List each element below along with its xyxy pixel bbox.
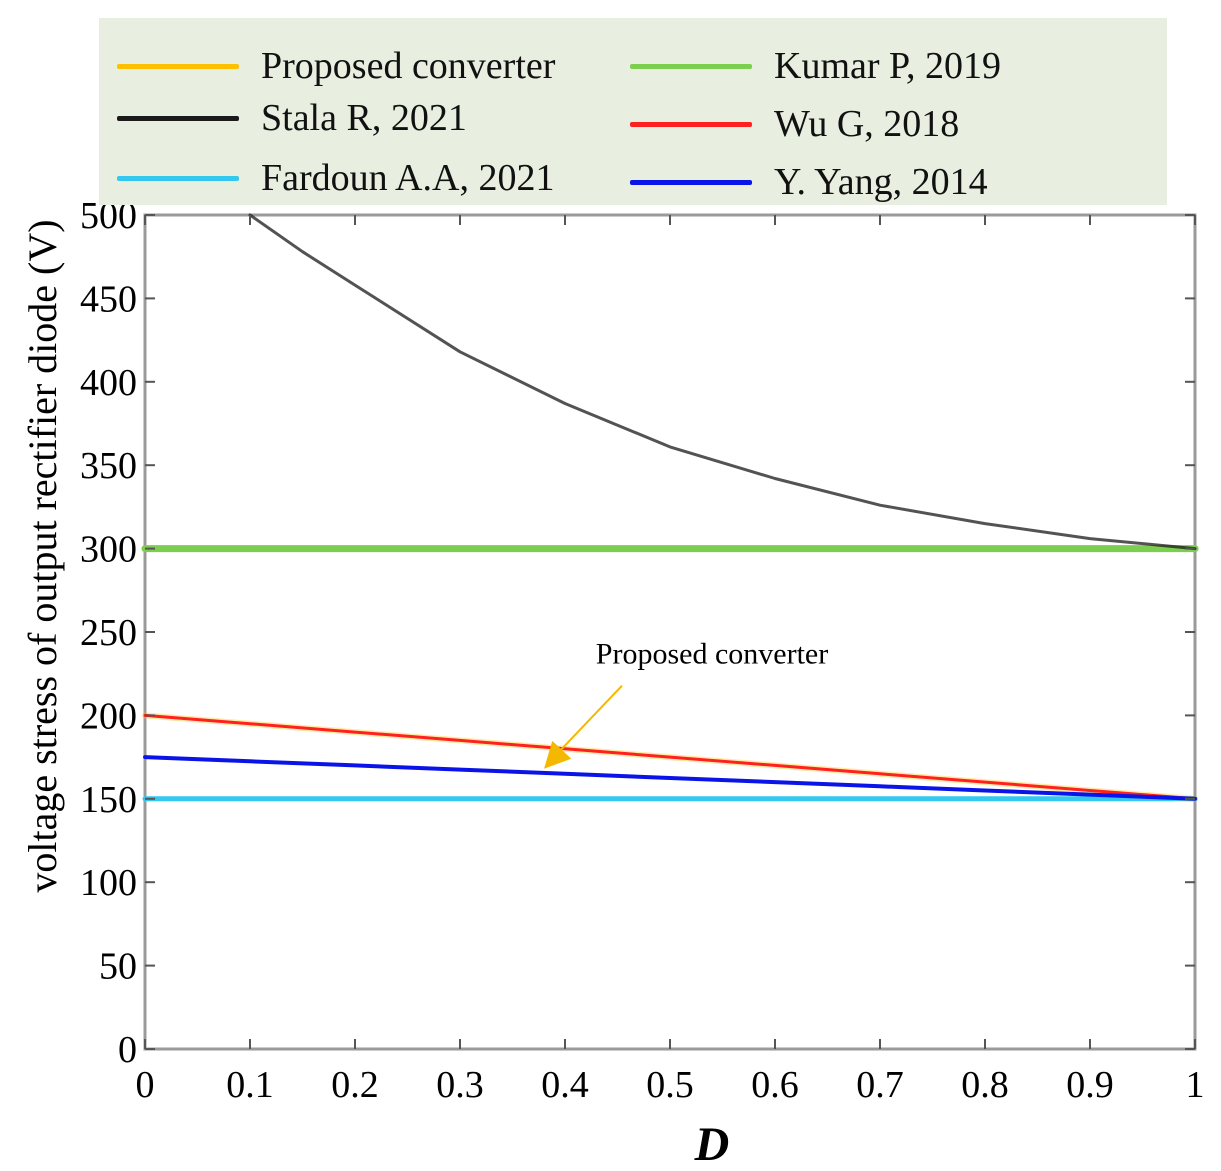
legend-swatch [117, 115, 239, 121]
x-tick-label: 0.2 [331, 1064, 379, 1106]
y-tick-label: 100 [80, 862, 137, 904]
y-tick-label: 350 [80, 445, 137, 487]
y-tick-label: 200 [80, 695, 137, 737]
legend-swatch [630, 121, 752, 127]
annotation-arrow-shaft [557, 685, 623, 754]
x-tick-label: 0.6 [751, 1064, 799, 1106]
y-axis-label: voltage stress of output rectifier diode… [20, 219, 65, 892]
legend-swatch [117, 63, 239, 69]
legend-item-kumar: Kumar P, 2019 [630, 44, 1001, 88]
y-tick-label: 50 [99, 946, 137, 988]
annotation-label: Proposed converter [596, 638, 828, 671]
y-tick-label: 400 [80, 362, 137, 404]
x-axis-label: D [694, 1118, 730, 1171]
y-tick-label: 250 [80, 612, 137, 654]
legend-label: Stala R, 2021 [261, 97, 467, 139]
x-tick-label: 0.1 [226, 1064, 274, 1106]
x-tick-label: 0.7 [856, 1064, 904, 1106]
plot-area [143, 213, 1197, 1051]
series-stala [248, 213, 1197, 551]
y-tick-label: 300 [80, 529, 137, 571]
x-tick-label: 1 [1186, 1064, 1205, 1106]
x-tick-label: 0.9 [1066, 1064, 1114, 1106]
legend-item-wu: Wu G, 2018 [630, 102, 959, 146]
legend-item-yang: Y. Yang, 2014 [630, 160, 988, 204]
annotation-arrow-head [544, 740, 572, 769]
legend-swatch [630, 63, 752, 69]
y-tick-label: 150 [80, 779, 137, 821]
series-wu [143, 713, 1197, 801]
x-tick-label: 0.8 [961, 1064, 1009, 1106]
legend-item-fardoun: Fardoun A.A, 2021 [117, 156, 554, 200]
legend-swatch [630, 179, 752, 185]
series-yang [143, 755, 1197, 801]
x-tick-label: 0.5 [646, 1064, 694, 1106]
legend: Proposed converter Stala R, 2021 Fardoun… [99, 18, 1167, 205]
legend-label: Kumar P, 2019 [774, 45, 1001, 87]
legend-label: Fardoun A.A, 2021 [261, 157, 555, 199]
legend-label: Y. Yang, 2014 [774, 161, 988, 203]
legend-label: Wu G, 2018 [774, 103, 960, 145]
x-tick-label: 0.4 [541, 1064, 589, 1106]
x-tick-label: 0 [136, 1064, 155, 1106]
legend-swatch [117, 175, 239, 181]
y-tick-label: 0 [118, 1029, 137, 1071]
y-tick-label: 450 [80, 278, 137, 320]
legend-item-stala: Stala R, 2021 [117, 96, 467, 140]
legend-item-proposed: Proposed converter [117, 44, 555, 88]
x-tick-label: 0.3 [436, 1064, 484, 1106]
legend-label: Proposed converter [261, 45, 556, 87]
